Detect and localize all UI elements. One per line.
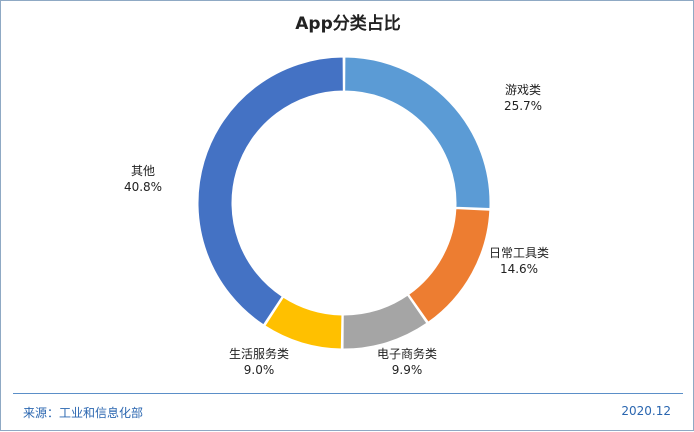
slice-value-2: 14.6% bbox=[500, 262, 538, 276]
slice-3 bbox=[342, 294, 428, 350]
source-note: 来源：工业和信息化部 bbox=[23, 406, 144, 420]
slice-1 bbox=[344, 56, 491, 210]
slice-5 bbox=[197, 56, 344, 326]
slice-label-1: 游戏类 bbox=[505, 83, 541, 97]
slice-label-5: 其他 bbox=[131, 164, 155, 178]
slice-4 bbox=[264, 296, 343, 350]
slice-value-3: 9.9% bbox=[392, 363, 423, 377]
slice-2 bbox=[407, 208, 491, 323]
slice-label-4: 生活服务类 bbox=[229, 346, 289, 361]
footer-divider bbox=[13, 393, 683, 394]
slice-value-5: 40.8% bbox=[124, 180, 162, 194]
slice-label-3: 电子商务类 bbox=[377, 346, 437, 361]
date-note: 2020.12 bbox=[621, 404, 671, 418]
slice-value-4: 9.0% bbox=[244, 363, 275, 377]
chart-title: App分类占比 bbox=[295, 14, 401, 34]
slice-value-1: 25.7% bbox=[504, 99, 542, 113]
slice-label-2: 日常工具类 bbox=[489, 246, 549, 260]
